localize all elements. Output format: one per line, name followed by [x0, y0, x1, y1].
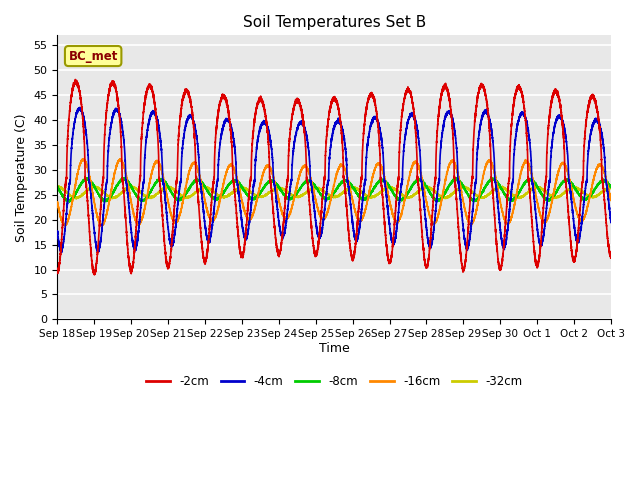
Legend: -2cm, -4cm, -8cm, -16cm, -32cm: -2cm, -4cm, -8cm, -16cm, -32cm — [141, 371, 527, 393]
Title: Soil Temperatures Set B: Soil Temperatures Set B — [243, 15, 426, 30]
Text: BC_met: BC_met — [68, 49, 118, 62]
Y-axis label: Soil Temperature (C): Soil Temperature (C) — [15, 113, 28, 241]
X-axis label: Time: Time — [319, 342, 349, 355]
